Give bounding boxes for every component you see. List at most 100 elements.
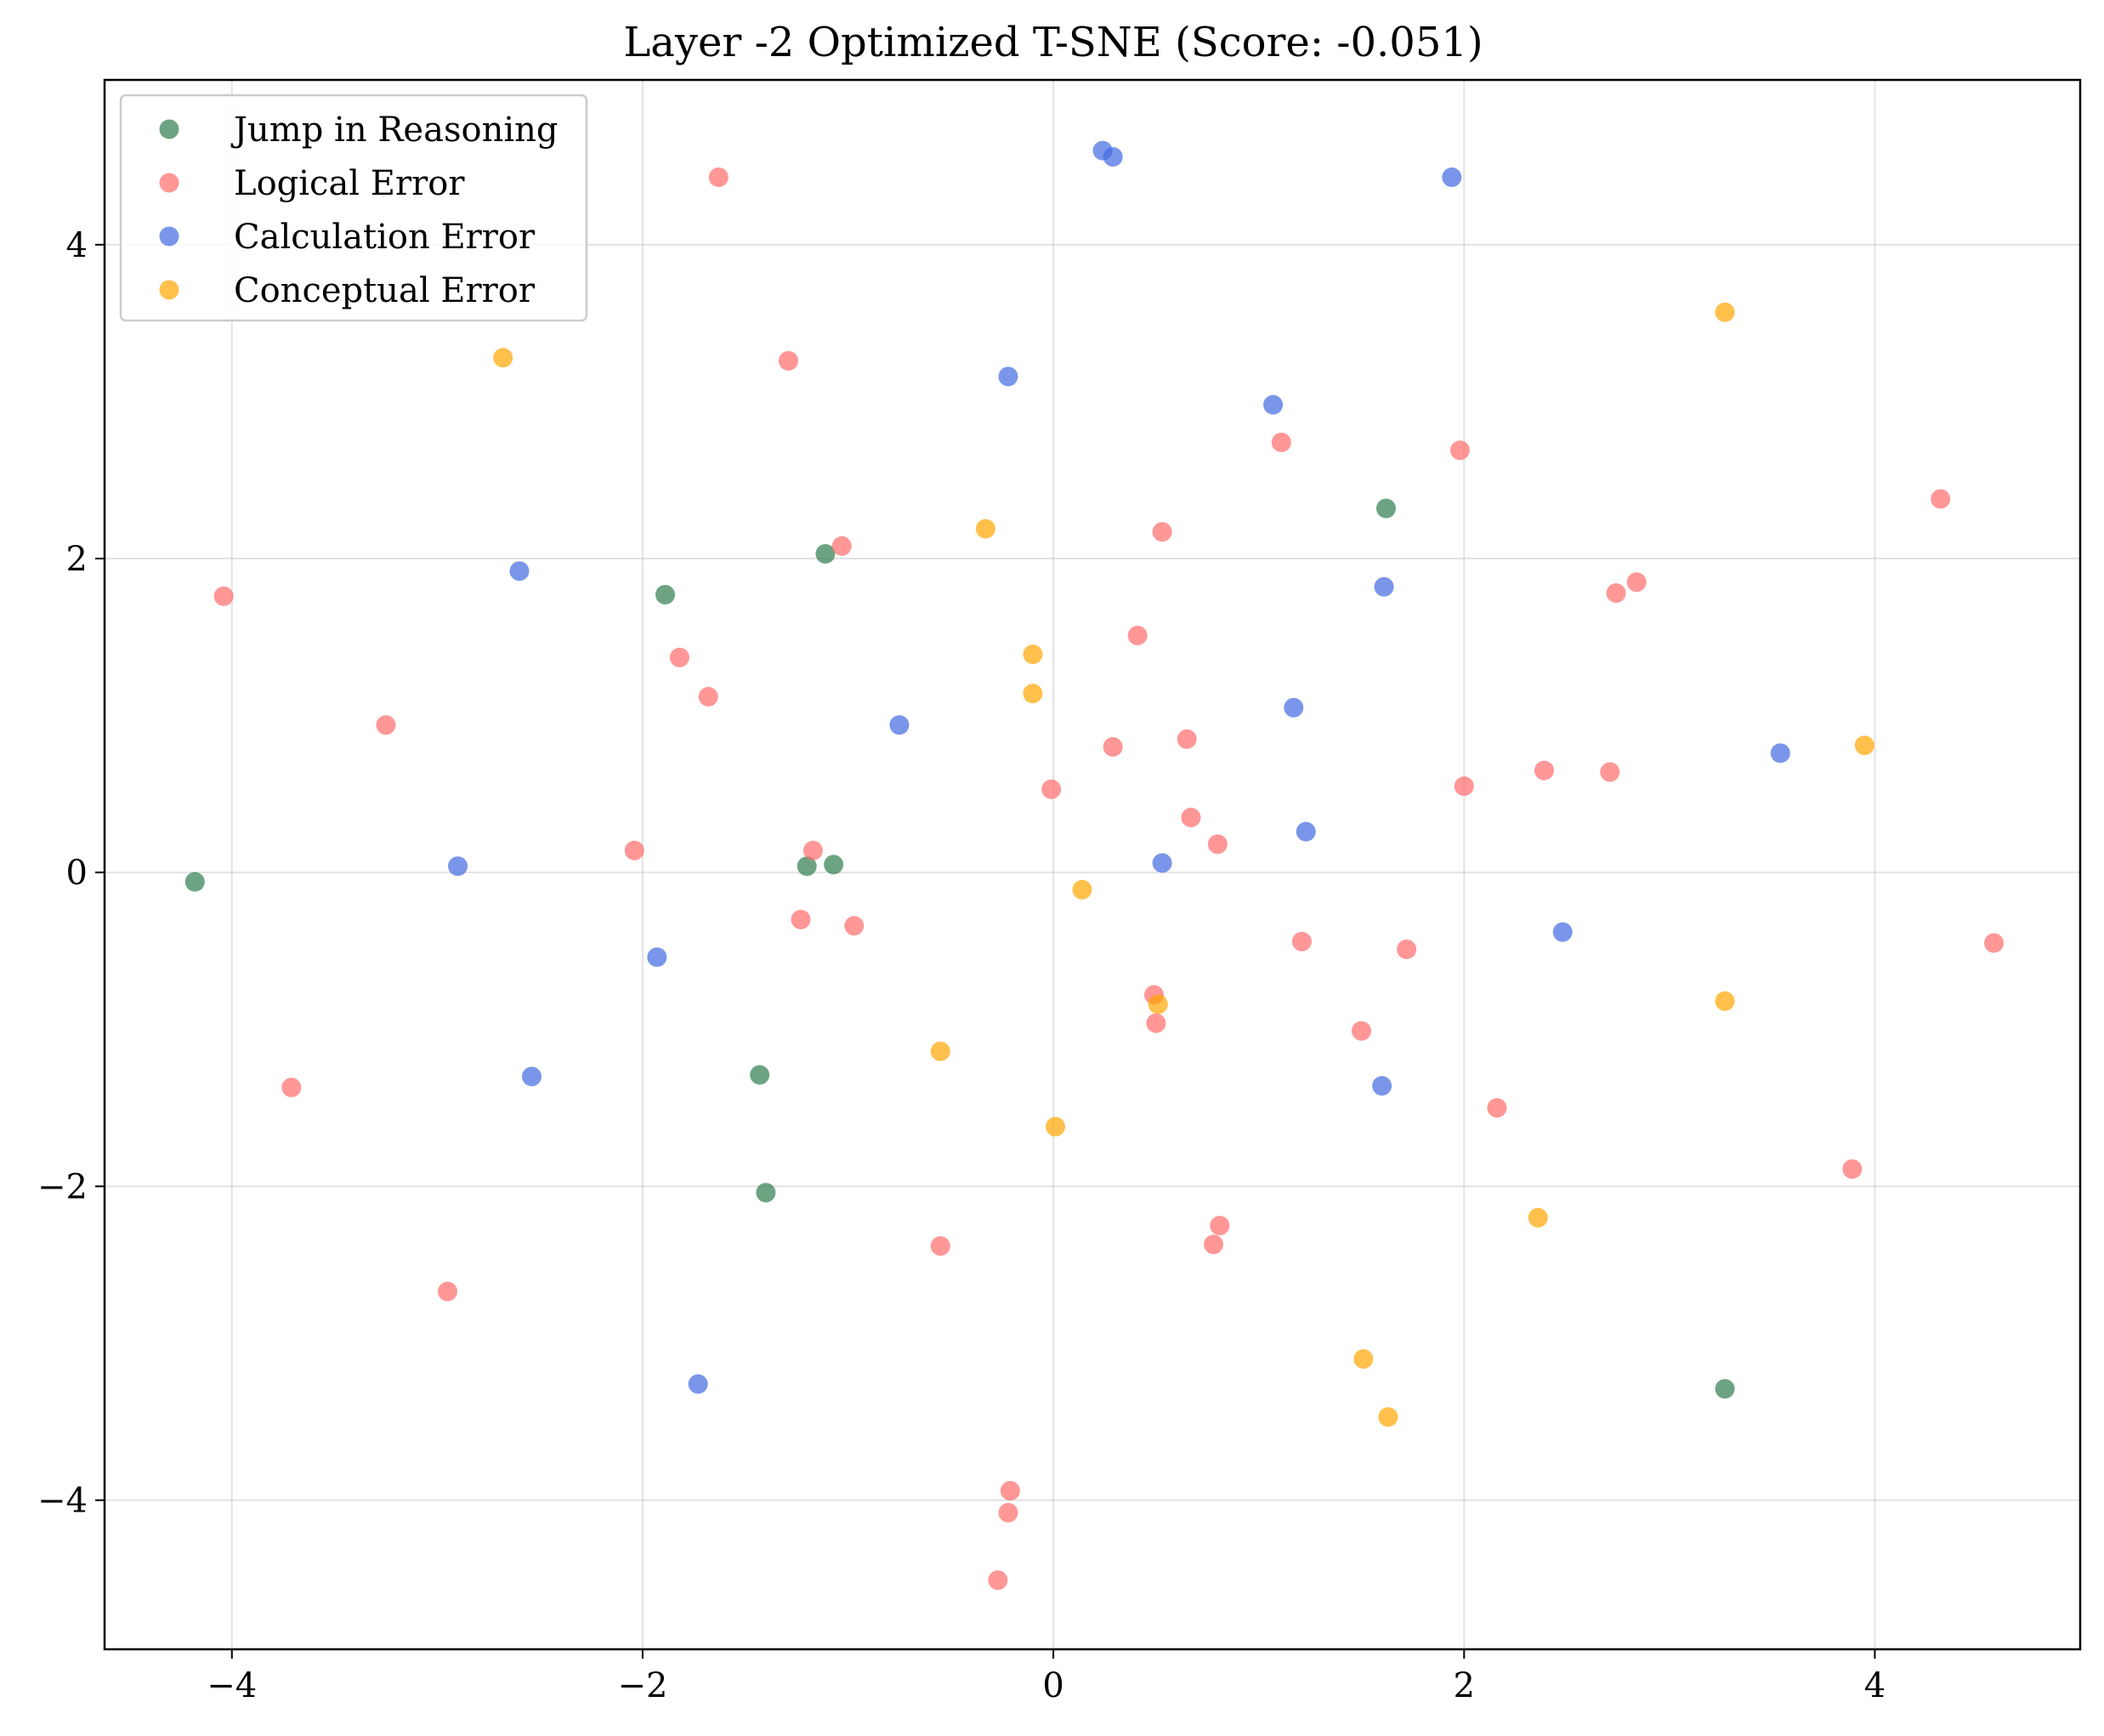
scatter-point (1397, 939, 1417, 960)
scatter-point (655, 584, 676, 604)
plot-area-frame (103, 78, 2082, 1651)
scatter-point (1770, 743, 1790, 763)
x-tick-label: 4 (1864, 1666, 1886, 1705)
scatter-point (1023, 644, 1043, 665)
x-tick-label: 0 (1042, 1666, 1063, 1705)
scatter-point (756, 1183, 776, 1203)
scatter-point (889, 715, 910, 735)
scatter-point (1374, 576, 1394, 597)
scatter-point (1715, 991, 1735, 1012)
legend-label: Logical Error (234, 164, 465, 203)
scatter-point (1449, 440, 1470, 461)
legend-marker (159, 280, 179, 300)
scatter-point (1263, 394, 1284, 415)
scatter-point (1378, 1407, 1398, 1427)
scatter-point (802, 840, 823, 860)
legend-frame (119, 94, 588, 322)
scatter-point (184, 871, 205, 892)
scatter-point (1606, 583, 1626, 604)
scatter-point (1207, 834, 1228, 854)
scatter-point (778, 350, 798, 371)
scatter-point (647, 947, 667, 967)
scatter-point (998, 1502, 1018, 1523)
series-2-points (448, 140, 1790, 1394)
scatter-point (1103, 737, 1123, 757)
scatter-point (1023, 684, 1043, 704)
scatter-point (844, 916, 865, 936)
scatter-point (448, 856, 468, 877)
scatter-point (521, 1066, 542, 1086)
scatter-point (1626, 572, 1647, 593)
scatter-point (1146, 1013, 1166, 1033)
scatter-point (831, 536, 852, 556)
scatter-point (1528, 1207, 1548, 1228)
scatter-point (1046, 1116, 1066, 1137)
scatter-point (376, 715, 396, 735)
scatter-point (750, 1064, 770, 1085)
y-tick-label: −2 (37, 1167, 88, 1206)
x-tick-label: 2 (1454, 1666, 1475, 1705)
scatter-point (1152, 522, 1172, 542)
scatter-point (988, 1570, 1008, 1591)
scatter-point (1177, 729, 1197, 749)
scatter-point (1715, 1379, 1735, 1399)
scatter-point (213, 586, 234, 606)
scatter-point (1372, 1075, 1392, 1096)
scatter-point (1291, 931, 1312, 951)
scatter-point (698, 686, 718, 706)
legend-label: Conceptual Error (234, 271, 536, 310)
scatter-point (1127, 625, 1148, 645)
scatter-point (1842, 1159, 1863, 1179)
scatter-point (930, 1041, 950, 1062)
scatter-point (791, 910, 811, 930)
series-3-points (493, 302, 1874, 1427)
scatter-point (1072, 880, 1092, 900)
scatter-point (493, 348, 513, 368)
scatter-point (1041, 779, 1062, 799)
legend-marker (159, 226, 179, 247)
scatter-point (1534, 760, 1554, 780)
y-tick-label: −4 (37, 1482, 88, 1521)
legend-label: Jump in Reasoning (230, 111, 558, 150)
scatter-point (1148, 994, 1168, 1014)
scatter-point (669, 647, 689, 667)
y-tick-label: 4 (66, 226, 88, 265)
scatter-points (184, 140, 2005, 1591)
x-tick-label: −2 (617, 1666, 667, 1705)
scatter-point (708, 167, 729, 187)
scatter-point (815, 543, 836, 564)
scatter-point (1552, 922, 1573, 942)
scatter-point (624, 840, 644, 860)
y-tick-label: 2 (66, 540, 88, 579)
scatter-point (1600, 762, 1620, 782)
scatter-point (797, 856, 817, 877)
chart-title: Layer -2 Optimized T-SNE (Score: -0.051) (623, 19, 1483, 66)
scatter-point (437, 1281, 457, 1302)
scatter-point (1442, 167, 1462, 187)
scatter-point (1487, 1098, 1507, 1118)
axis-ticks: −4 −2 0 2 4 −4 −2 0 2 4 (37, 226, 1886, 1705)
scatter-point (281, 1077, 302, 1098)
scatter-point (688, 1374, 708, 1394)
scatter-point (1931, 489, 1951, 509)
scatter-point (1271, 432, 1291, 452)
scatter-point (1296, 821, 1316, 842)
scatter-point (930, 1236, 950, 1257)
scatter-point (1284, 697, 1304, 718)
scatter-point (509, 561, 530, 582)
scatter-point (824, 854, 844, 875)
scatter-point (1103, 146, 1123, 167)
series-0-points (184, 498, 1735, 1399)
legend-marker (159, 119, 179, 139)
scatter-point (1454, 776, 1474, 797)
legend: Jump in Reasoning Logical Error Calculatio… (119, 94, 588, 322)
scatter-point (1000, 1481, 1020, 1501)
scatter-point (1351, 1021, 1371, 1041)
scatter-point (975, 519, 995, 539)
scatter-point (1715, 302, 1735, 322)
scatter-point (1984, 933, 2005, 953)
legend-marker (159, 173, 179, 193)
scatter-point (1181, 808, 1201, 828)
scatter-point (1375, 498, 1396, 519)
